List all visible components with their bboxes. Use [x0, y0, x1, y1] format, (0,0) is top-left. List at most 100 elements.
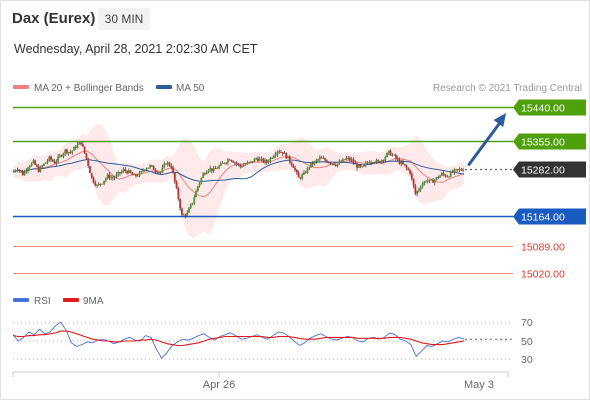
candle-body: [352, 159, 355, 163]
candle-body: [99, 183, 102, 185]
candle-body: [195, 190, 197, 198]
candle-body: [57, 156, 59, 162]
candle-body: [425, 181, 427, 183]
candle-body: [257, 158, 259, 161]
candle-body: [248, 162, 251, 163]
candle-body: [219, 163, 222, 166]
candle-body: [117, 172, 120, 175]
candle-body: [44, 162, 47, 164]
candle-body: [334, 164, 337, 166]
candle-body: [405, 165, 408, 168]
candle-body: [163, 163, 166, 168]
candle-body: [267, 161, 270, 163]
candle-body: [387, 150, 390, 153]
x-tick-label-apr26: Apr 26: [203, 379, 235, 391]
rsi-ma-line: [12, 330, 465, 347]
candle-body: [340, 161, 342, 163]
candle-body: [345, 157, 348, 160]
rsi-tick-30: 30: [521, 354, 533, 366]
candle-body: [280, 152, 282, 153]
candle-body: [119, 172, 121, 174]
candle-body: [124, 169, 127, 172]
candle-body: [393, 154, 396, 156]
timeframe-button[interactable]: 30 MIN: [98, 8, 150, 30]
candle-body: [379, 161, 381, 163]
candle-body: [81, 144, 84, 147]
candle-body: [430, 179, 433, 181]
candle-body: [66, 149, 68, 154]
level-tag-15282.00: [513, 161, 586, 178]
candle-body: [104, 178, 107, 181]
candle-body: [184, 214, 187, 216]
candle-body: [294, 167, 296, 170]
candle-body: [228, 159, 231, 161]
candle-body: [89, 166, 91, 173]
candle-body: [108, 174, 111, 179]
level-labels: 15440.00 15355.00 15282.00 15164.00 15089.00…: [513, 99, 586, 281]
candle-body: [216, 168, 219, 170]
candle-body: [135, 174, 137, 176]
candle-body: [239, 164, 242, 167]
candle-body: [32, 160, 35, 163]
candle-body: [209, 168, 212, 170]
candle-body: [315, 160, 318, 162]
candle-body: [60, 155, 63, 157]
candle-body: [16, 169, 19, 171]
candle-body: [110, 177, 113, 179]
candle-body: [27, 167, 29, 171]
chart-header: Dax (Eurex) 30 MIN: [1, 1, 589, 37]
candle-body: [287, 156, 289, 159]
candle-body: [444, 174, 447, 177]
candle-body: [432, 180, 434, 183]
candle-body: [428, 179, 431, 181]
candle-body: [241, 166, 243, 168]
candle-body: [366, 162, 369, 164]
candle-body: [101, 183, 104, 185]
candle-body: [166, 162, 169, 164]
candle-body: [426, 180, 429, 182]
candle-body: [170, 165, 173, 168]
candle-body: [377, 160, 380, 162]
candle-body: [129, 170, 132, 173]
candle-body: [62, 153, 65, 157]
candle-body: [131, 172, 134, 175]
candle-body: [414, 185, 417, 194]
candle-body: [331, 163, 334, 165]
candle-body: [292, 165, 295, 168]
candle-body: [336, 163, 339, 166]
candle-body: [85, 153, 88, 159]
legend-swatch-ma50: [156, 85, 172, 89]
candle-body: [281, 152, 284, 154]
candle-body: [354, 162, 357, 164]
candle-body: [97, 183, 100, 186]
candle-body: [418, 189, 420, 192]
candle-body: [326, 160, 328, 163]
candle-body: [173, 173, 176, 182]
level-label-15020.00: 15020.00: [521, 269, 565, 281]
candle-body: [73, 146, 75, 151]
candle-body: [200, 177, 203, 183]
candle-body: [203, 173, 206, 175]
candle-body: [96, 185, 98, 186]
candle-body: [87, 158, 90, 167]
legend-swatch-ma20: [13, 85, 29, 89]
candle-body: [234, 162, 236, 164]
candle-body: [214, 168, 217, 170]
level-label-15440.00: 15440.00: [521, 103, 565, 115]
candle-body: [189, 204, 192, 209]
candle-body: [133, 174, 136, 176]
candle-body: [43, 163, 45, 166]
candle-body: [421, 184, 424, 188]
candle-body: [147, 167, 150, 169]
candle-body: [152, 166, 155, 171]
candle-body: [145, 168, 148, 170]
candle-body: [322, 158, 325, 160]
candle-body: [380, 160, 383, 163]
candle-body: [308, 167, 311, 169]
candle-body: [83, 146, 86, 154]
candle-body: [226, 159, 229, 163]
candle-body: [55, 161, 58, 164]
candle-body: [158, 172, 160, 173]
candle-body: [92, 177, 95, 183]
candle-body: [313, 161, 316, 165]
